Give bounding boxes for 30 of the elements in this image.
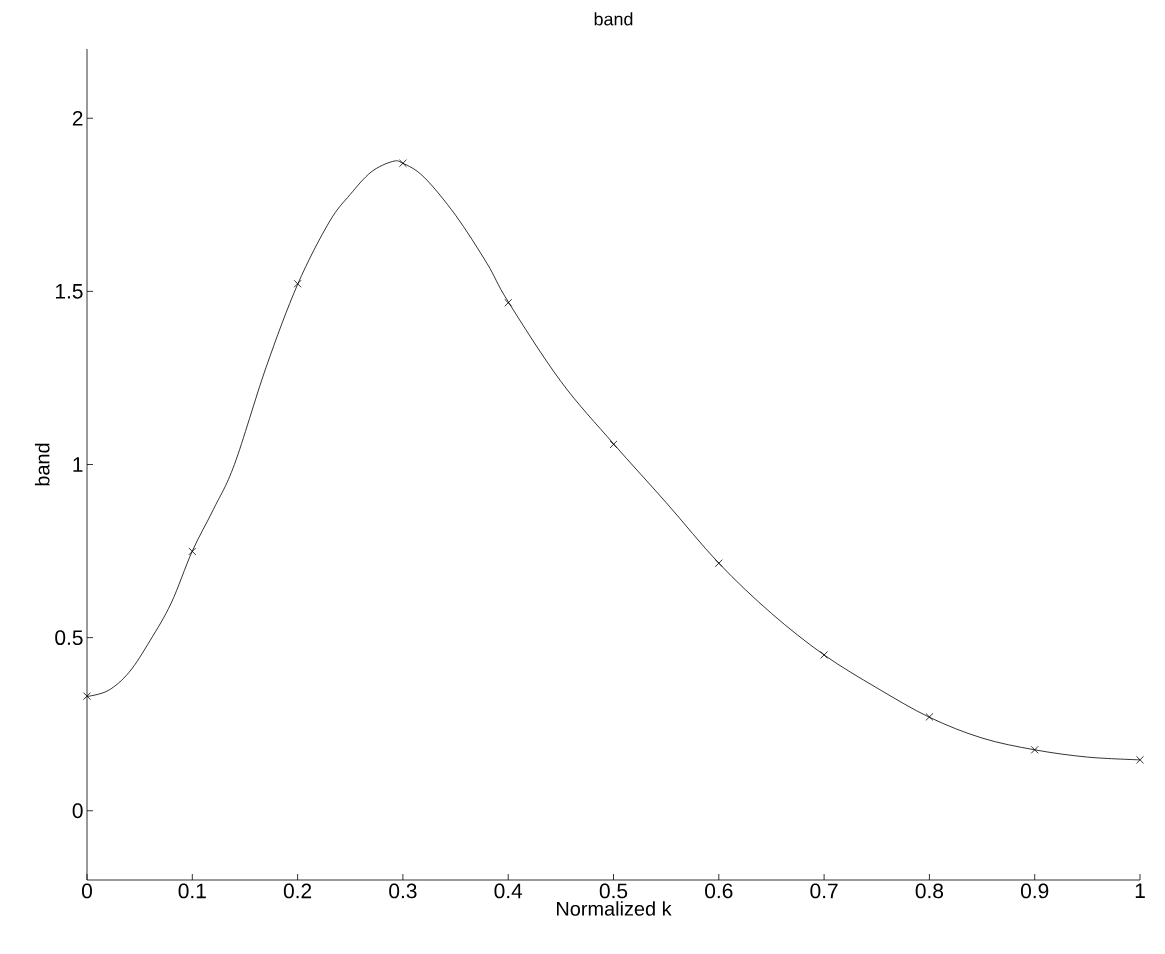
y-tick-label: 2: [72, 110, 83, 126]
x-tick-label: 0.9: [1020, 883, 1049, 899]
point: [714, 559, 723, 568]
y-axis-title: band: [34, 443, 50, 486]
x-tick-label: 1: [1135, 883, 1145, 898]
y-tick-label: 1.5: [55, 284, 83, 299]
x-tick-label: 0.3: [389, 883, 417, 899]
point: [398, 159, 407, 168]
point: [820, 651, 829, 659]
x-tick-label: 0.5: [599, 883, 628, 899]
point: [1030, 745, 1039, 754]
chart-title: band: [594, 12, 633, 26]
x-tick-label: 0.7: [810, 883, 838, 899]
point: [293, 279, 302, 288]
y-tick-label: 0.5: [55, 630, 83, 646]
y-tick-label: 1: [73, 457, 83, 472]
point: [504, 298, 513, 307]
x-tick-label: 0.8: [915, 883, 944, 899]
y-tick-label: 0: [72, 803, 83, 819]
point: [609, 440, 618, 449]
x-axis-title: Normalized k: [557, 901, 672, 916]
line-series: [87, 160, 1141, 761]
point: [83, 692, 91, 701]
x-tick-label: 0.4: [494, 883, 523, 899]
x-tick-label: 0.6: [705, 883, 733, 899]
point: [1136, 755, 1144, 764]
point: [925, 712, 934, 721]
x-tick-label: 0.1: [178, 883, 206, 899]
x-tick-label: 0.2: [283, 883, 312, 899]
point: [188, 547, 197, 556]
